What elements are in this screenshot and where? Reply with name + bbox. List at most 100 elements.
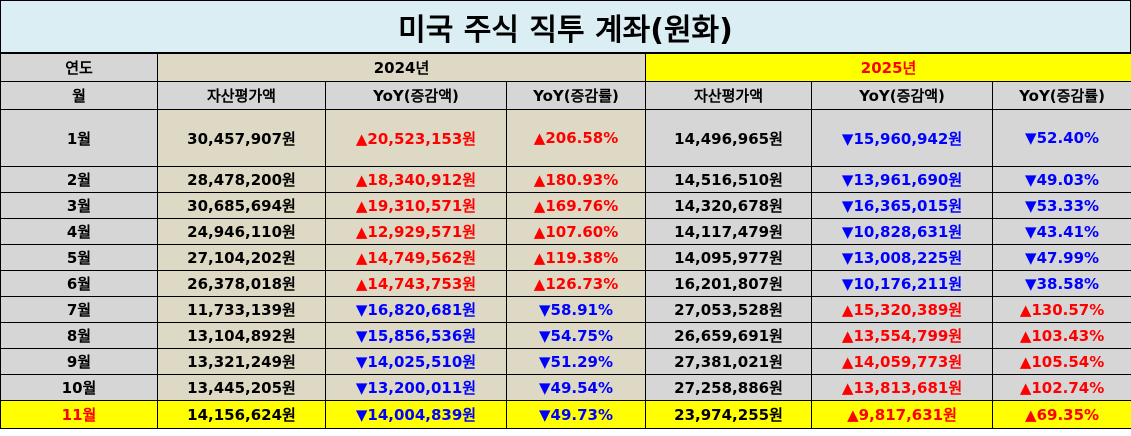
table-row: 3월 30,685,694원 ▲19,310,571원 ▲169.76% 14,320,…: [0, 192, 1131, 219]
yoy-amount-2024-cell[interactable]: ▼16,820,681원: [325, 296, 507, 323]
yoy-rate-2025-cell[interactable]: ▼49.03%: [992, 166, 1131, 193]
month-cell[interactable]: 1월: [0, 109, 158, 167]
yoy-rate-2024-cell[interactable]: ▲126.73%: [505, 270, 647, 297]
month-cell[interactable]: 9월: [0, 348, 158, 375]
yoy-rate-2024-cell[interactable]: ▲169.76%: [505, 192, 647, 219]
yoy-rate-2025-cell[interactable]: ▼43.41%: [992, 218, 1131, 245]
year-header-row: 연도 2024년 2025년: [0, 53, 1131, 82]
yoy-rate-2025-cell[interactable]: ▼52.40%: [992, 109, 1131, 167]
yoy-rate-2024-cell[interactable]: ▼49.73%: [505, 400, 647, 429]
month-cell[interactable]: 11월: [0, 400, 158, 429]
yoy-rate-2024-cell[interactable]: ▲180.93%: [505, 166, 647, 193]
year-2024-header[interactable]: 2024년: [156, 53, 647, 82]
yoy-amount-2025-cell[interactable]: ▲13,554,799원: [811, 322, 994, 349]
yoy-amount-2024-cell[interactable]: ▲14,749,562원: [325, 244, 507, 271]
yoy-rate-2024-cell[interactable]: ▲119.38%: [505, 244, 647, 271]
month-cell[interactable]: 5월: [0, 244, 158, 271]
year-2025-header[interactable]: 2025년: [645, 53, 1131, 82]
yoy-amount-2024-cell[interactable]: ▲20,523,153원: [325, 109, 507, 167]
table-row: 2월 28,478,200원 ▲18,340,912원 ▲180.93% 14,516,…: [0, 166, 1131, 193]
yoy-rate-2024-cell[interactable]: ▲107.60%: [505, 218, 647, 245]
yoy-amount-2025-cell[interactable]: ▼10,176,211원: [811, 270, 994, 297]
col-2025-yoy-amount-header[interactable]: YoY(증감액): [811, 81, 994, 110]
yoy-amount-2025-cell[interactable]: ▼15,960,942원: [811, 109, 994, 167]
col-2024-yoy-amount-header[interactable]: YoY(증감액): [325, 81, 507, 110]
asset-2025-cell[interactable]: 16,201,807원: [645, 270, 813, 297]
col-2025-yoy-rate-header[interactable]: YoY(증감률): [992, 81, 1131, 110]
yoy-rate-2024-cell[interactable]: ▼58.91%: [505, 296, 647, 323]
asset-2025-cell[interactable]: 14,516,510원: [645, 166, 813, 193]
yoy-rate-2025-cell[interactable]: ▲102.74%: [992, 374, 1131, 401]
asset-2024-cell[interactable]: 30,685,694원: [157, 192, 326, 219]
account-table: 연도 2024년 2025년 월 자산평가액 YoY(증감액) YoY(증감률)…: [0, 53, 1131, 429]
yoy-amount-2025-cell[interactable]: ▲9,817,631원: [811, 400, 994, 429]
asset-2024-cell[interactable]: 13,321,249원: [157, 348, 326, 375]
yoy-amount-2024-cell[interactable]: ▼14,004,839원: [325, 400, 507, 429]
asset-2024-cell[interactable]: 27,104,202원: [157, 244, 326, 271]
year-column-label[interactable]: 연도: [0, 53, 158, 82]
asset-2024-cell[interactable]: 30,457,907원: [157, 109, 326, 167]
asset-2025-cell[interactable]: 14,117,479원: [645, 218, 813, 245]
yoy-amount-2025-cell[interactable]: ▲15,320,389원: [811, 296, 994, 323]
yoy-amount-2025-cell[interactable]: ▲14,059,773원: [811, 348, 994, 375]
asset-2024-cell[interactable]: 13,445,205원: [157, 374, 326, 401]
asset-2025-cell[interactable]: 27,053,528원: [645, 296, 813, 323]
month-cell[interactable]: 4월: [0, 218, 158, 245]
yoy-rate-2024-cell[interactable]: ▼54.75%: [505, 322, 647, 349]
yoy-rate-2025-cell[interactable]: ▼38.58%: [992, 270, 1131, 297]
yoy-amount-2025-cell[interactable]: ▼16,365,015원: [811, 192, 994, 219]
table-row: 8월 13,104,892원 ▼15,856,536원 ▼54.75% 26,659,6…: [0, 322, 1131, 349]
yoy-rate-2025-cell[interactable]: ▲103.43%: [992, 322, 1131, 349]
table-row: 11월 14,156,624원 ▼14,004,839원 ▼49.73% 23,974,…: [0, 400, 1131, 429]
asset-2024-cell[interactable]: 14,156,624원: [157, 400, 326, 429]
column-header-row: 월 자산평가액 YoY(증감액) YoY(증감률) 자산평가액 YoY(증감액)…: [0, 81, 1131, 110]
month-cell[interactable]: 2월: [0, 166, 158, 193]
month-column-label[interactable]: 월: [0, 81, 158, 110]
asset-2025-cell[interactable]: 27,381,021원: [645, 348, 813, 375]
asset-2024-cell[interactable]: 24,946,110원: [157, 218, 326, 245]
table-row: 10월 13,445,205원 ▼13,200,011원 ▼49.54% 27,258,…: [0, 374, 1131, 401]
yoy-amount-2024-cell[interactable]: ▲19,310,571원: [325, 192, 507, 219]
month-cell[interactable]: 10월: [0, 374, 158, 401]
yoy-amount-2025-cell[interactable]: ▼10,828,631원: [811, 218, 994, 245]
yoy-rate-2025-cell[interactable]: ▲130.57%: [992, 296, 1131, 323]
yoy-rate-2024-cell[interactable]: ▼49.54%: [505, 374, 647, 401]
asset-2024-cell[interactable]: 11,733,139원: [157, 296, 326, 323]
table-row: 4월 24,946,110원 ▲12,929,571원 ▲107.60% 14,117,…: [0, 218, 1131, 245]
asset-2025-cell[interactable]: 26,659,691원: [645, 322, 813, 349]
col-2025-asset-header[interactable]: 자산평가액: [645, 81, 813, 110]
yoy-amount-2024-cell[interactable]: ▲14,743,753원: [325, 270, 507, 297]
sheet-title: 미국 주식 직투 계좌(원화): [0, 0, 1131, 53]
yoy-rate-2025-cell[interactable]: ▲105.54%: [992, 348, 1131, 375]
yoy-rate-2024-cell[interactable]: ▲206.58%: [505, 109, 647, 167]
yoy-rate-2025-cell[interactable]: ▲69.35%: [992, 400, 1131, 429]
asset-2025-cell[interactable]: 14,320,678원: [645, 192, 813, 219]
asset-2025-cell[interactable]: 14,496,965원: [645, 109, 813, 167]
yoy-amount-2025-cell[interactable]: ▲13,813,681원: [811, 374, 994, 401]
asset-2025-cell[interactable]: 23,974,255원: [645, 400, 813, 429]
month-cell[interactable]: 8월: [0, 322, 158, 349]
asset-2025-cell[interactable]: 14,095,977원: [645, 244, 813, 271]
asset-2024-cell[interactable]: 28,478,200원: [157, 166, 326, 193]
col-2024-asset-header[interactable]: 자산평가액: [157, 81, 326, 110]
month-cell[interactable]: 6월: [0, 270, 158, 297]
table-row: 9월 13,321,249원 ▼14,025,510원 ▼51.29% 27,381,0…: [0, 348, 1131, 375]
yoy-amount-2024-cell[interactable]: ▲12,929,571원: [325, 218, 507, 245]
asset-2024-cell[interactable]: 26,378,018원: [157, 270, 326, 297]
yoy-amount-2024-cell[interactable]: ▼15,856,536원: [325, 322, 507, 349]
month-cell[interactable]: 7월: [0, 296, 158, 323]
col-2024-yoy-rate-header[interactable]: YoY(증감률): [505, 81, 647, 110]
yoy-amount-2024-cell[interactable]: ▲18,340,912원: [325, 166, 507, 193]
month-cell[interactable]: 3월: [0, 192, 158, 219]
yoy-amount-2024-cell[interactable]: ▼14,025,510원: [325, 348, 507, 375]
yoy-rate-2025-cell[interactable]: ▼47.99%: [992, 244, 1131, 271]
yoy-amount-2025-cell[interactable]: ▼13,961,690원: [811, 166, 994, 193]
asset-2024-cell[interactable]: 13,104,892원: [157, 322, 326, 349]
yoy-rate-2025-cell[interactable]: ▼53.33%: [992, 192, 1131, 219]
table-row: 7월 11,733,139원 ▼16,820,681원 ▼58.91% 27,053,5…: [0, 296, 1131, 323]
yoy-amount-2024-cell[interactable]: ▼13,200,011원: [325, 374, 507, 401]
yoy-amount-2025-cell[interactable]: ▼13,008,225원: [811, 244, 994, 271]
yoy-rate-2024-cell[interactable]: ▼51.29%: [505, 348, 647, 375]
asset-2025-cell[interactable]: 27,258,886원: [645, 374, 813, 401]
table-row: 1월 30,457,907원 ▲20,523,153원 ▲206.58% 14,496,…: [0, 109, 1131, 167]
